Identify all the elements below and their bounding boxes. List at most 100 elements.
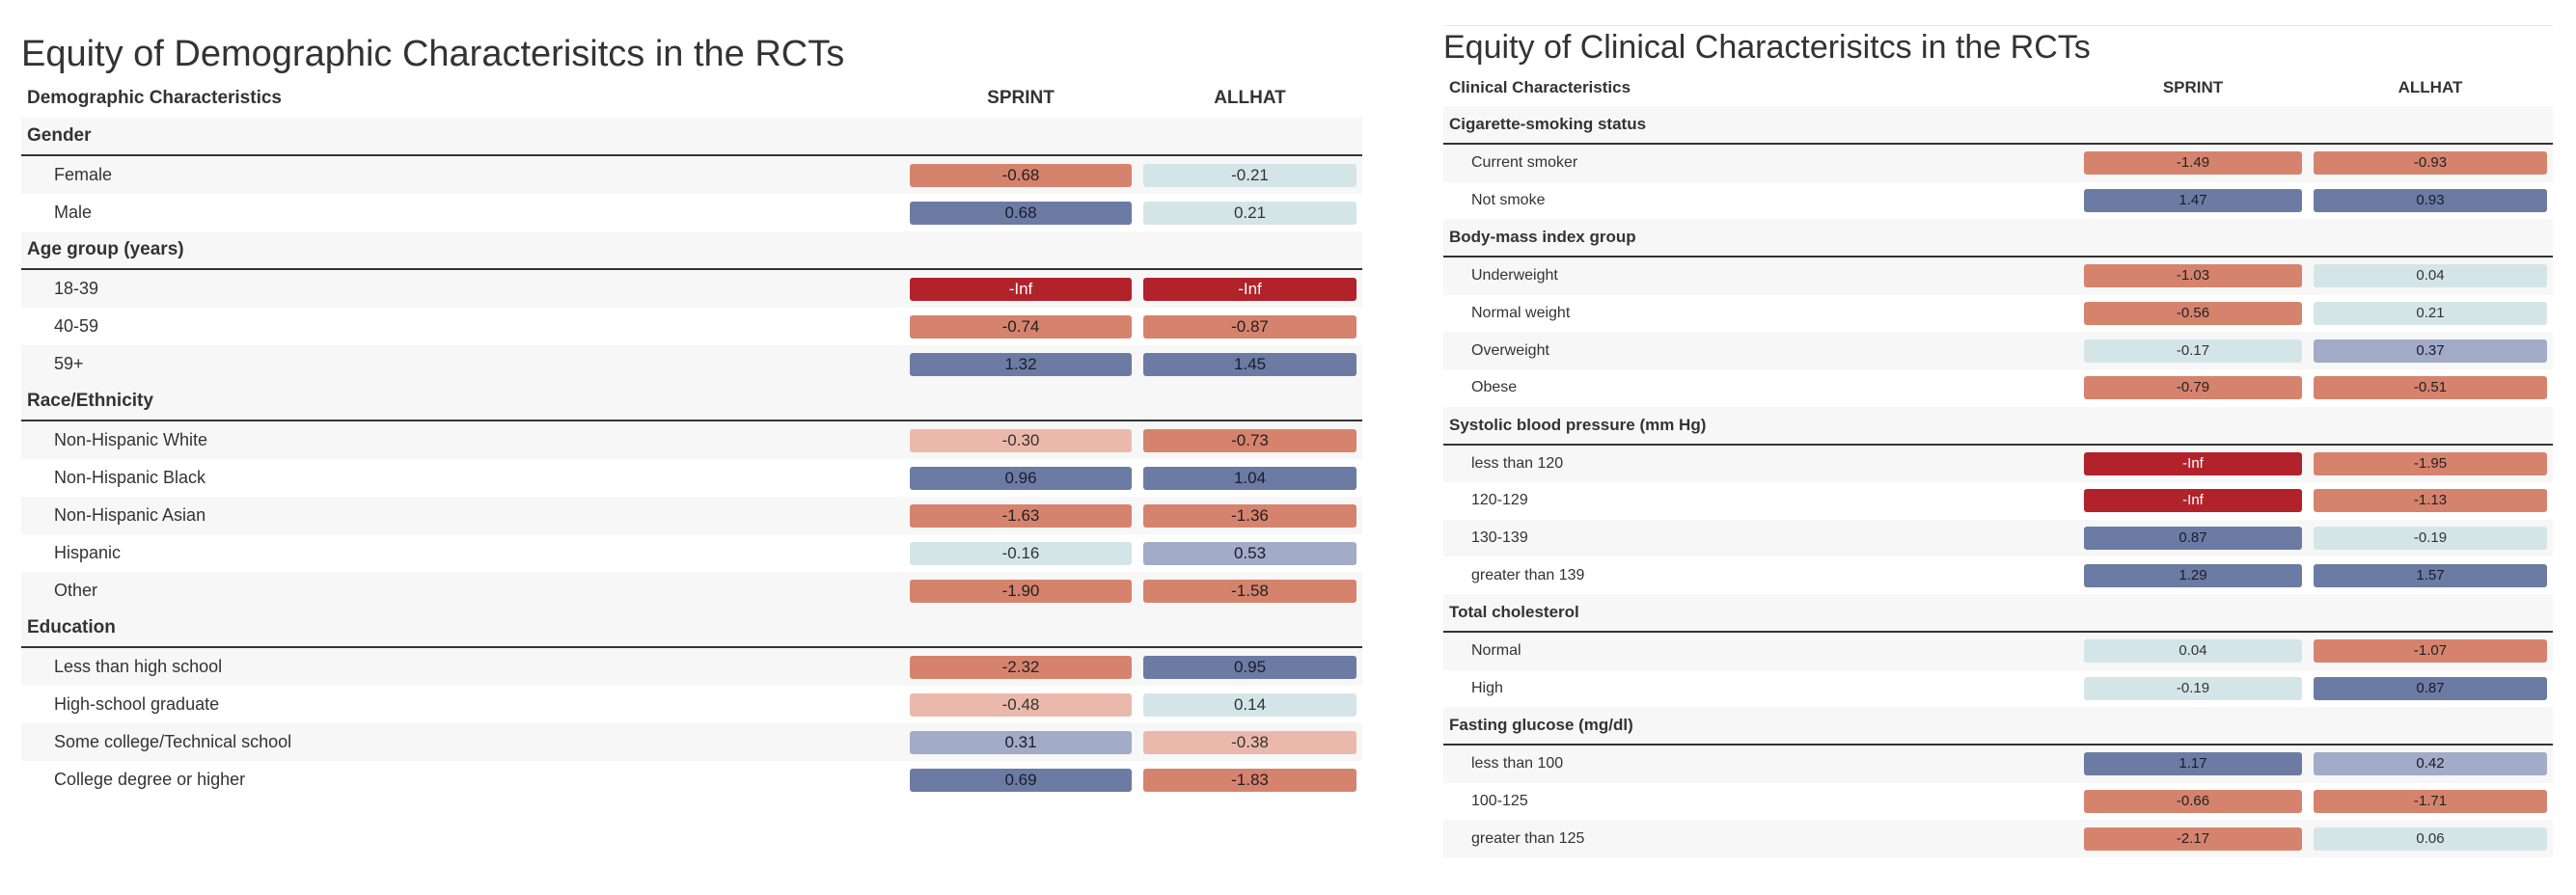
value-pill: -1.49: [2084, 151, 2302, 176]
column-header-sprint: SPRINT: [987, 88, 1055, 108]
value-cell-allhat: 0.42: [2308, 745, 2553, 783]
value-pill: -0.19: [2084, 676, 2302, 700]
value-cell-allhat: 0.21: [1137, 194, 1362, 231]
value-cell-allhat: -1.13: [2308, 482, 2553, 520]
table-row: College degree or higher 0.69 -1.83: [21, 761, 1362, 799]
value-pill: -1.03: [2084, 264, 2302, 288]
table-row: Non-Hispanic Black 0.96 1.04: [21, 459, 1362, 497]
group-row-fasting-glucose-mg-dl: Fasting glucose (mg/dl): [1443, 707, 2553, 746]
demographic-table: Demographic Characteristics SPRINT ALLHA…: [21, 79, 1362, 799]
value-cell-allhat: -1.58: [1137, 572, 1362, 610]
clinical-equity-panel: Equity of Clinical Characterisitcs in th…: [1443, 0, 2553, 857]
clinical-table-body: Cigarette-smoking status Current smoker -1…: [1443, 106, 2553, 857]
value-pill: -0.79: [2084, 376, 2302, 400]
value-cell-sprint: -Inf: [2078, 482, 2308, 520]
row-label: 120-129: [1443, 482, 2078, 520]
value-cell-allhat: -Inf: [1137, 269, 1362, 308]
value-cell-sprint: 0.87: [2078, 519, 2308, 557]
table-row: less than 120 -Inf -1.95: [1443, 444, 2553, 483]
table-row: 18-39 -Inf -Inf: [21, 269, 1362, 308]
value-cell-sprint: -0.74: [904, 308, 1137, 345]
clinical-table: Clinical Characteristics SPRINT ALLHAT C…: [1443, 69, 2553, 857]
row-label: greater than 139: [1443, 556, 2078, 594]
group-row-systolic-blood-pressure-mm-hg: Systolic blood pressure (mm Hg): [1443, 406, 2553, 446]
value-pill: 0.04: [2084, 639, 2302, 664]
row-label: Normal: [1443, 631, 2078, 670]
group-label: Fasting glucose (mg/dl): [1443, 707, 2553, 746]
value-pill: 0.95: [1143, 655, 1357, 679]
table-row: 59+ 1.32 1.45: [21, 345, 1362, 383]
row-label: Female: [21, 155, 904, 194]
value-cell-allhat: 0.95: [1137, 647, 1362, 686]
table-row: Obese -0.79 -0.51: [1443, 368, 2553, 407]
value-pill: -1.71: [2314, 790, 2547, 814]
row-header: Demographic Characteristics: [27, 88, 282, 108]
value-cell-sprint: -2.17: [2078, 820, 2308, 857]
table-row: Hispanic -0.16 0.53: [21, 534, 1362, 572]
row-label: Male: [21, 194, 904, 231]
table-row: Non-Hispanic Asian -1.63 -1.36: [21, 497, 1362, 534]
value-cell-sprint: -0.16: [904, 534, 1137, 572]
value-pill: -Inf: [2084, 489, 2302, 513]
value-pill: -Inf: [1143, 277, 1357, 301]
value-pill: 1.57: [2314, 563, 2547, 587]
value-cell-allhat: -1.71: [2308, 782, 2553, 821]
demographic-equity-panel: Equity of Demographic Characterisitcs in…: [21, 0, 1362, 799]
group-label: Education: [21, 610, 1362, 648]
value-cell-sprint: -1.90: [904, 572, 1137, 610]
table-row: 100-125 -0.66 -1.71: [1443, 782, 2553, 821]
table-row: High-school graduate -0.48 0.14: [21, 686, 1362, 723]
value-cell-allhat: -1.95: [2308, 444, 2553, 483]
value-pill: -0.56: [2084, 302, 2302, 326]
value-pill: -0.38: [1143, 730, 1357, 754]
table-row: Underweight -1.03 0.04: [1443, 257, 2553, 295]
row-label: Other: [21, 572, 904, 610]
title-rule: [1443, 25, 2553, 26]
row-label: 100-125: [1443, 782, 2078, 821]
value-pill: -Inf: [910, 277, 1132, 301]
clinical-table-header: Clinical Characteristics SPRINT ALLHAT: [1443, 69, 2553, 106]
group-row-education: Education: [21, 610, 1362, 648]
value-pill: -0.51: [2314, 376, 2547, 400]
table-row: Non-Hispanic White -0.30 -0.73: [21, 420, 1362, 459]
value-pill: -0.87: [1143, 314, 1357, 339]
row-label: Non-Hispanic Black: [21, 459, 904, 497]
value-pill: -0.21: [1143, 163, 1357, 187]
row-label: less than 100: [1443, 745, 2078, 783]
value-cell-allhat: 1.45: [1137, 345, 1362, 383]
row-label: Underweight: [1443, 257, 2078, 295]
group-row-age-group-years: Age group (years): [21, 231, 1362, 270]
value-cell-allhat: 1.57: [2308, 556, 2553, 594]
value-pill: -0.68: [910, 163, 1132, 187]
value-cell-sprint: -0.17: [2078, 332, 2308, 369]
demographic-table-header: Demographic Characteristics SPRINT ALLHA…: [21, 79, 1362, 118]
value-pill: 0.87: [2084, 527, 2302, 551]
value-cell-sprint: -0.68: [904, 155, 1137, 194]
value-pill: -0.16: [910, 541, 1132, 565]
row-label: High: [1443, 669, 2078, 708]
value-pill: 0.42: [2314, 752, 2547, 776]
row-header: Clinical Characteristics: [1449, 78, 1631, 96]
value-pill: 1.45: [1143, 352, 1357, 376]
value-cell-sprint: -0.30: [904, 420, 1137, 459]
value-cell-allhat: 0.37: [2308, 332, 2553, 369]
value-pill: -0.66: [2084, 790, 2302, 814]
value-pill: 0.68: [910, 201, 1132, 225]
row-label: High-school graduate: [21, 686, 904, 723]
value-pill: 1.29: [2084, 563, 2302, 587]
value-cell-allhat: -1.36: [1137, 497, 1362, 534]
demographic-table-title: Equity of Demographic Characterisitcs in…: [21, 34, 845, 74]
value-pill: 1.32: [910, 352, 1132, 376]
group-row-cigarette-smoking-status: Cigarette-smoking status: [1443, 106, 2553, 145]
value-pill: -2.32: [910, 655, 1132, 679]
table-row: Current smoker -1.49 -0.93: [1443, 144, 2553, 182]
value-cell-sprint: -Inf: [904, 269, 1137, 308]
row-label: Overweight: [1443, 332, 2078, 369]
table-row: Normal 0.04 -1.07: [1443, 631, 2553, 670]
value-cell-sprint: -1.03: [2078, 257, 2308, 295]
table-row: Overweight -0.17 0.37: [1443, 332, 2553, 369]
group-row-gender: Gender: [21, 118, 1362, 156]
table-row: 40-59 -0.74 -0.87: [21, 308, 1362, 345]
row-label: Obese: [1443, 368, 2078, 407]
value-cell-allhat: -0.19: [2308, 519, 2553, 557]
